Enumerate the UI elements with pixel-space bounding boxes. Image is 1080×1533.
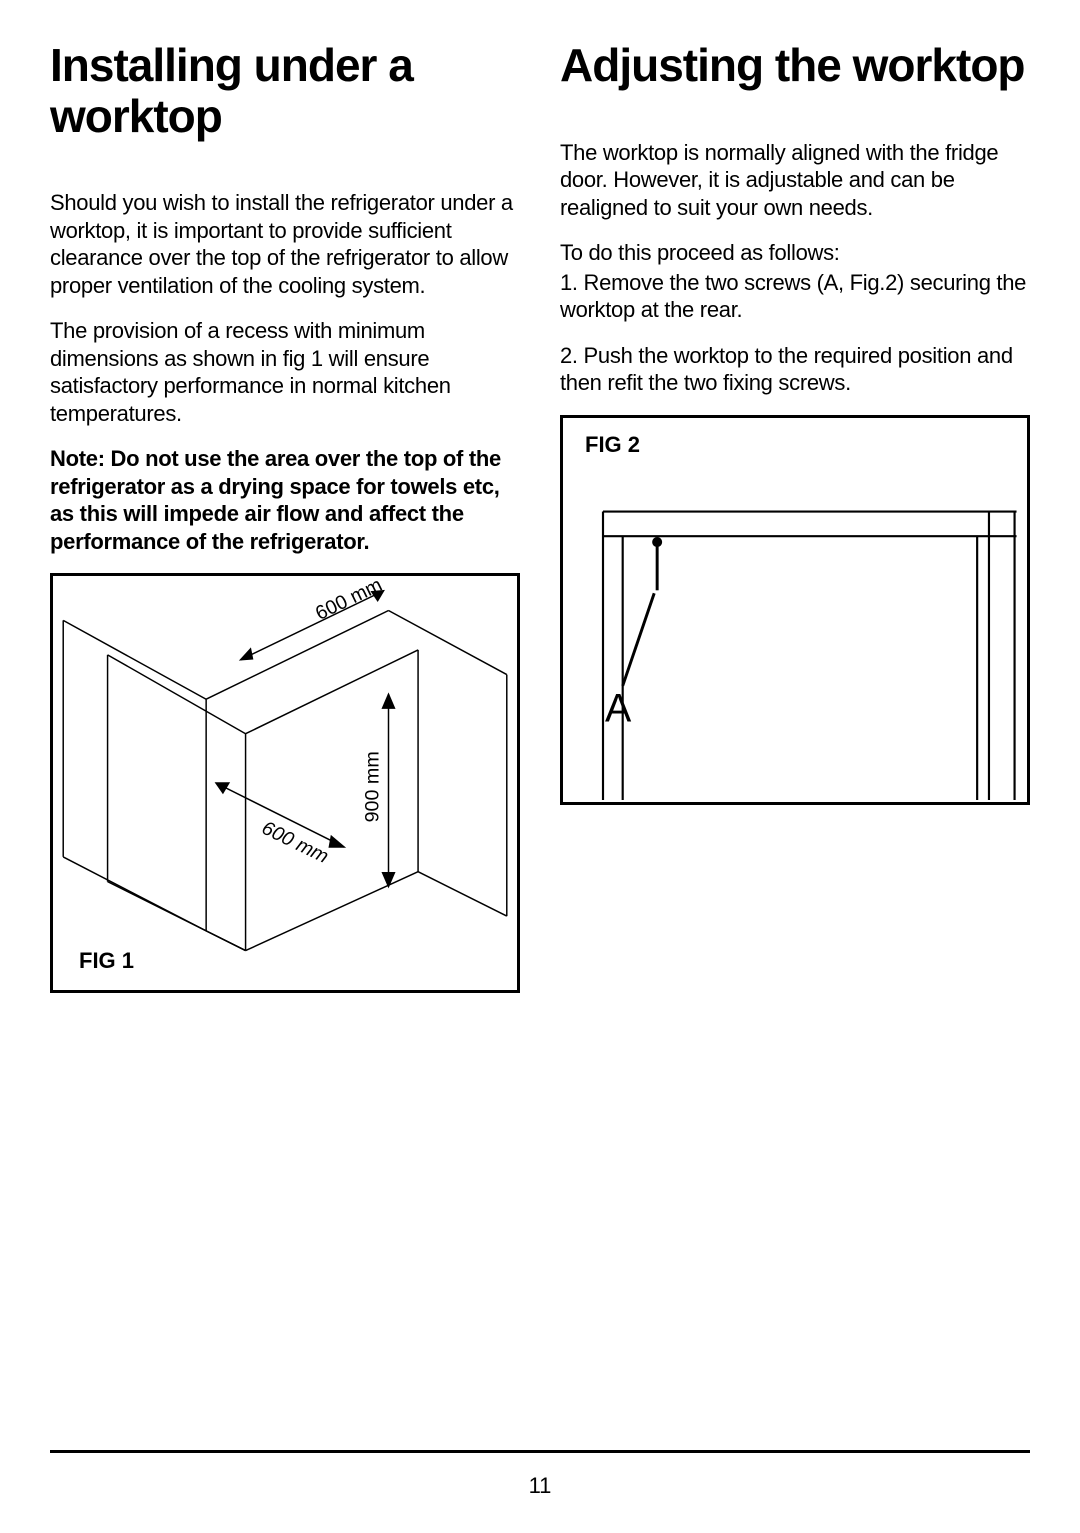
right-column: Adjusting the worktop The worktop is nor… bbox=[560, 40, 1030, 993]
left-column: Installing under a worktop Should you wi… bbox=[50, 40, 520, 993]
adjust-para-2: To do this proceed as follows: bbox=[560, 239, 1030, 267]
fig1-dim-height: 900 mm bbox=[362, 751, 384, 822]
page-number: 11 bbox=[0, 1473, 1080, 1499]
adjust-step-2: 2. Push the worktop to the required posi… bbox=[560, 342, 1030, 397]
fig2-label: FIG 2 bbox=[585, 432, 640, 458]
footer-rule bbox=[50, 1450, 1030, 1453]
install-para-2: The provision of a recess with minimum d… bbox=[50, 317, 520, 427]
install-para-1: Should you wish to install the refrigera… bbox=[50, 189, 520, 299]
fig1-label: FIG 1 bbox=[79, 948, 134, 974]
figure-2: FIG 2 A bbox=[560, 415, 1030, 805]
heading-install: Installing under a worktop bbox=[50, 40, 520, 141]
fig1-dim-depth: 600 mm bbox=[258, 817, 332, 868]
adjust-step-1: 1. Remove the two screws (A, Fig.2) secu… bbox=[560, 269, 1030, 324]
fig2-svg: A bbox=[563, 418, 1027, 802]
fig2-callout: A bbox=[605, 686, 632, 730]
heading-adjust: Adjusting the worktop bbox=[560, 40, 1030, 91]
figure-1: 600 mm 600 mm 900 mm FIG 1 bbox=[50, 573, 520, 993]
fig1-svg: 600 mm 600 mm 900 mm bbox=[53, 576, 517, 990]
install-note: Note: Do not use the area over the top o… bbox=[50, 445, 520, 555]
adjust-para-1: The worktop is normally aligned with the… bbox=[560, 139, 1030, 222]
